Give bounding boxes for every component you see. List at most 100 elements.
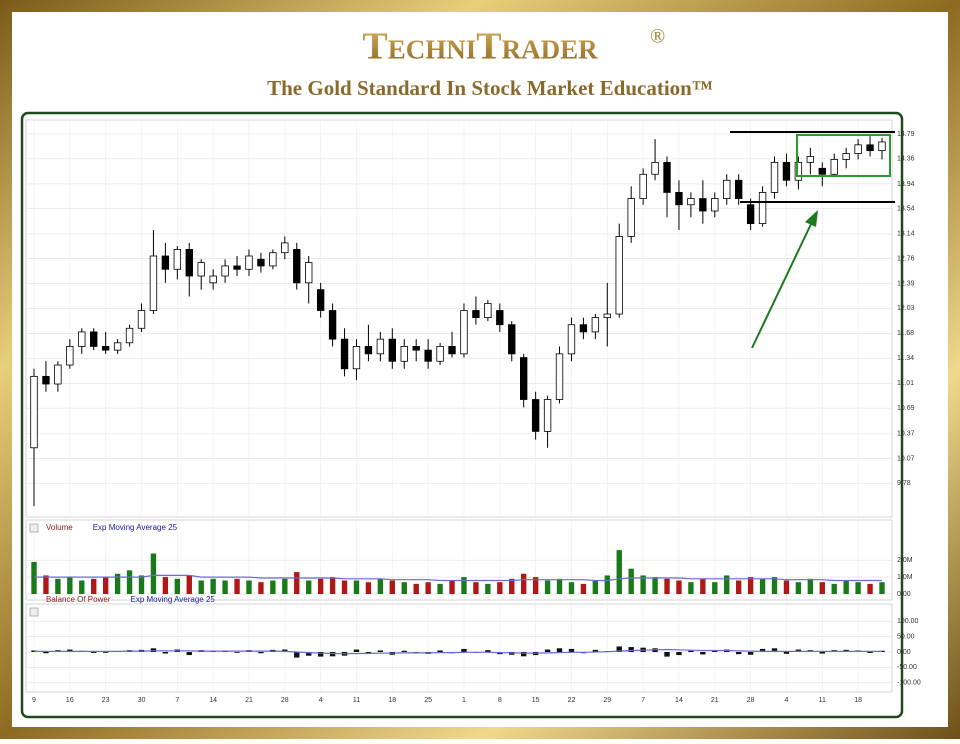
bar	[628, 568, 634, 594]
candle-body	[376, 338, 385, 355]
candle-body	[42, 375, 50, 385]
x-tick-label: 22	[568, 697, 576, 704]
bar	[317, 652, 324, 657]
bar	[186, 652, 192, 656]
candle-body	[699, 198, 707, 212]
bar	[365, 582, 372, 594]
bar	[67, 577, 73, 594]
y-tick-label: 14.79	[897, 131, 915, 138]
candle-body	[591, 317, 600, 333]
bar	[592, 649, 599, 652]
x-tick-label: 4	[319, 697, 323, 704]
bar	[568, 582, 575, 594]
candle-body	[113, 342, 122, 351]
bar	[353, 649, 360, 652]
x-tick-label: 9	[32, 697, 36, 704]
candle-body	[161, 255, 170, 270]
bar	[628, 647, 634, 652]
candle-body	[66, 346, 74, 366]
x-tick-label: 23	[102, 697, 110, 704]
candle-body	[448, 346, 456, 355]
bar	[258, 582, 264, 594]
bar	[329, 577, 336, 594]
y-tick-label: 13.94	[897, 181, 915, 188]
candle-body	[424, 349, 432, 362]
candle-body	[687, 198, 695, 206]
bar	[174, 578, 181, 594]
bar	[747, 577, 754, 594]
bar	[102, 652, 109, 653]
x-tick-label: 4	[784, 697, 788, 704]
bar	[246, 580, 252, 594]
bar	[258, 652, 264, 654]
x-tick-label: 15	[532, 697, 540, 704]
bar	[341, 580, 348, 594]
bar	[855, 582, 861, 594]
bar	[306, 580, 312, 594]
bar	[186, 575, 192, 594]
bar	[795, 649, 802, 652]
bar	[497, 582, 503, 594]
bar	[162, 577, 169, 594]
bar	[831, 583, 837, 594]
candle-body	[185, 249, 193, 277]
bar	[867, 583, 873, 594]
bar	[43, 575, 49, 594]
y-tick-label: 50.00	[897, 633, 915, 640]
bar	[521, 573, 527, 594]
x-tick-label: 18	[388, 697, 396, 704]
bar	[616, 646, 622, 652]
y-tick-label: -50.00	[897, 664, 917, 671]
bar	[222, 580, 228, 594]
bar	[401, 582, 407, 594]
bar	[162, 652, 169, 654]
x-tick-label: 7	[641, 697, 645, 704]
x-tick-label: 14	[675, 697, 683, 704]
bar	[126, 570, 133, 594]
candle-body	[54, 364, 62, 385]
y-tick-label: 11.34	[897, 355, 914, 362]
bar	[329, 652, 336, 657]
candle-body	[101, 346, 110, 351]
panel-icons	[29, 523, 39, 617]
candle-body	[352, 346, 361, 370]
candle-body	[830, 159, 838, 175]
bar	[771, 648, 778, 652]
x-tick-label: 16	[66, 697, 74, 704]
candle-body	[711, 198, 719, 212]
bar	[712, 582, 718, 594]
candle-body	[436, 346, 444, 362]
candle-body	[316, 289, 325, 311]
bar	[879, 582, 885, 594]
bar	[688, 650, 694, 652]
arrow-shaft	[751, 221, 813, 349]
y-tick-label: 14.36	[897, 156, 915, 163]
bar	[759, 578, 766, 594]
bar	[485, 650, 491, 652]
bar	[759, 648, 766, 652]
candle-body	[245, 255, 253, 270]
candle-body	[627, 198, 635, 237]
bar	[210, 578, 216, 594]
legend-entry: Balance Of Power	[46, 595, 111, 604]
bar	[282, 649, 288, 652]
x-tick-label: 14	[209, 697, 217, 704]
candle-body	[675, 192, 683, 206]
candle-body	[281, 242, 289, 254]
bar	[234, 652, 240, 653]
candle-body	[770, 161, 779, 193]
bar	[55, 578, 61, 594]
legend-entry: Volume	[46, 523, 73, 532]
annotations	[730, 131, 895, 349]
candle-body	[90, 331, 98, 347]
bar	[461, 648, 467, 652]
candle-body	[484, 303, 492, 318]
x-tick-label: 30	[138, 697, 146, 704]
y-tick-label: 2.0M	[897, 557, 913, 564]
bar	[270, 580, 276, 594]
bar	[580, 583, 587, 594]
bar	[377, 650, 384, 652]
candle-body	[603, 313, 611, 318]
bar	[604, 575, 610, 594]
bar	[640, 575, 646, 594]
